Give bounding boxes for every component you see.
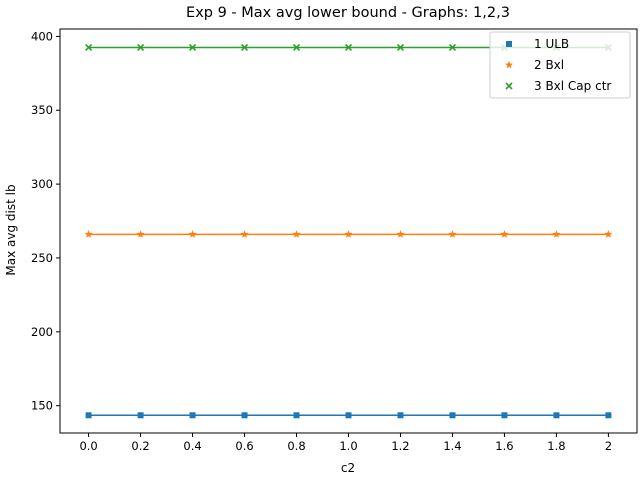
series-2-point bbox=[604, 230, 613, 238]
y-tick-label: 350 bbox=[31, 103, 53, 117]
series-3-point bbox=[85, 43, 93, 52]
y-axis: 150 200 250 300 350 400 bbox=[31, 29, 60, 413]
x-axis-label: c2 bbox=[341, 461, 355, 475]
y-tick-label: 250 bbox=[31, 251, 53, 265]
series-2-point bbox=[136, 230, 145, 238]
series-1-point bbox=[345, 412, 352, 419]
x-axis: 0.0 0.2 0.4 0.6 0.8 1.0 1.2 1.4 1.6 1.8 2 bbox=[79, 433, 612, 453]
x-tick-label: 0.0 bbox=[79, 439, 97, 453]
series-1-point bbox=[501, 412, 508, 419]
series-3-point bbox=[137, 43, 145, 52]
series-3-point bbox=[448, 43, 457, 52]
series-1-point bbox=[293, 412, 300, 419]
legend-marker bbox=[505, 82, 513, 90]
legend-entry-1: 1 ULB bbox=[506, 37, 569, 51]
y-axis-label: Max avg dist lb bbox=[4, 184, 18, 275]
series-3-point bbox=[396, 43, 405, 52]
series-2-point bbox=[448, 230, 457, 238]
x-tick-label: 1.6 bbox=[495, 439, 513, 453]
x-tick-label: 0.4 bbox=[183, 439, 201, 453]
series-2-point bbox=[188, 230, 197, 238]
x-tick-label: 2 bbox=[605, 439, 612, 453]
series-2-point bbox=[84, 230, 93, 238]
legend-box bbox=[489, 31, 631, 99]
legend-marker bbox=[505, 60, 513, 69]
legend-marker bbox=[506, 41, 512, 47]
series-3-point bbox=[188, 43, 197, 52]
series-3-point bbox=[344, 43, 353, 52]
x-tick-label: 0.8 bbox=[287, 439, 305, 453]
series-1-point bbox=[241, 412, 248, 419]
chart-title: Exp 9 - Max avg lower bound - Graphs: 1,… bbox=[186, 5, 510, 21]
series-1-point bbox=[605, 412, 612, 419]
series-1-point bbox=[397, 412, 404, 419]
y-tick-label: 300 bbox=[31, 177, 53, 191]
series-1-point bbox=[85, 412, 92, 419]
series-3-point bbox=[240, 43, 249, 52]
x-tick-label: 1.8 bbox=[547, 439, 565, 453]
y-tick-label: 150 bbox=[31, 399, 53, 413]
y-tick-label: 200 bbox=[31, 325, 53, 339]
y-tick-label: 400 bbox=[31, 29, 53, 43]
x-tick-label: 0.2 bbox=[131, 439, 149, 453]
x-tick-label: 1.2 bbox=[391, 439, 409, 453]
series-1-point bbox=[553, 412, 560, 419]
series-2-point bbox=[552, 230, 561, 238]
x-tick-label: 0.6 bbox=[235, 439, 253, 453]
series-1-point bbox=[137, 412, 144, 419]
series-2-point bbox=[396, 230, 405, 238]
series-2-point bbox=[344, 230, 353, 238]
legend-label: 1 ULB bbox=[534, 37, 569, 51]
series-2-point bbox=[500, 230, 509, 238]
x-tick-label: 1.0 bbox=[339, 439, 357, 453]
legend-label: 2 Bxl bbox=[534, 58, 564, 72]
legend: 1 ULB 2 Bxl 3 Bxl Cap ctr bbox=[489, 31, 631, 99]
series-2 bbox=[84, 230, 613, 238]
series-1-point bbox=[189, 412, 196, 419]
legend-entry-3: 3 Bxl Cap ctr bbox=[505, 79, 611, 93]
legend-label: 3 Bxl Cap ctr bbox=[534, 79, 611, 93]
series-1 bbox=[85, 412, 612, 419]
series-2-point bbox=[240, 230, 249, 238]
series-3-point bbox=[292, 43, 301, 52]
x-tick-label: 1.4 bbox=[443, 439, 461, 453]
series-2-point bbox=[292, 230, 301, 238]
series-1-point bbox=[449, 412, 456, 419]
legend-entry-2: 2 Bxl bbox=[505, 58, 564, 72]
